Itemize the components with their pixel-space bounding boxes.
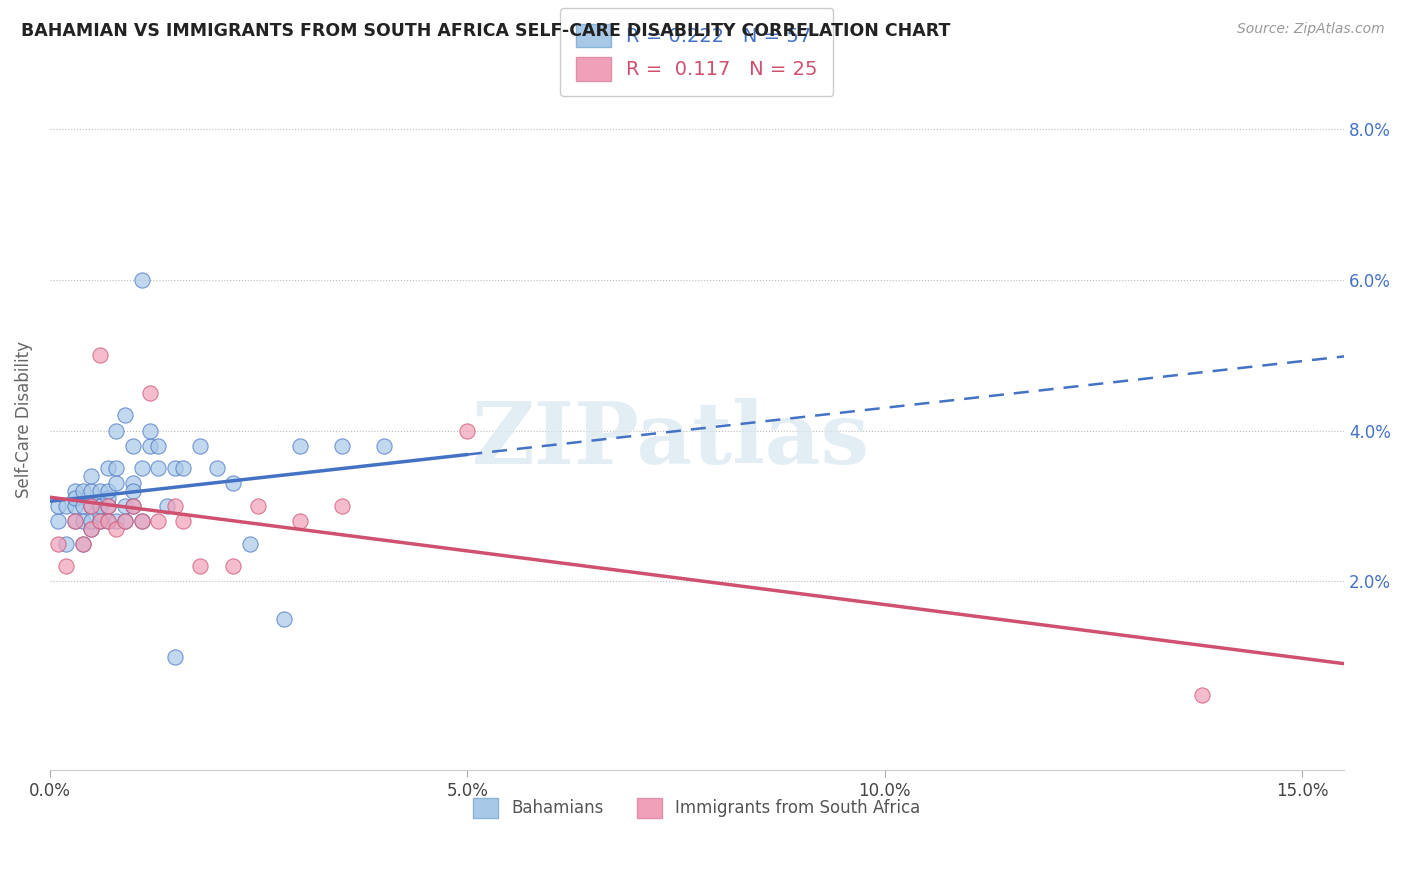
- Point: [63, 499, 86, 513]
- Point: [105, 522, 128, 536]
- Point: [222, 559, 245, 574]
- Point: [114, 514, 136, 528]
- Point: [205, 461, 228, 475]
- Point: [456, 424, 478, 438]
- Point: [139, 424, 162, 438]
- Point: [188, 559, 211, 574]
- Point: [80, 522, 103, 536]
- Point: [273, 612, 295, 626]
- Point: [114, 514, 136, 528]
- Point: [373, 439, 395, 453]
- Point: [131, 273, 153, 287]
- Point: [63, 491, 86, 506]
- Point: [148, 514, 170, 528]
- Point: [222, 476, 245, 491]
- Point: [105, 461, 128, 475]
- Point: [105, 476, 128, 491]
- Legend: Bahamians, Immigrants from South Africa: Bahamians, Immigrants from South Africa: [467, 791, 928, 825]
- Point: [131, 461, 153, 475]
- Point: [105, 514, 128, 528]
- Point: [122, 483, 145, 498]
- Point: [46, 514, 69, 528]
- Text: BAHAMIAN VS IMMIGRANTS FROM SOUTH AFRICA SELF-CARE DISABILITY CORRELATION CHART: BAHAMIAN VS IMMIGRANTS FROM SOUTH AFRICA…: [21, 22, 950, 40]
- Point: [97, 499, 120, 513]
- Point: [97, 461, 120, 475]
- Point: [72, 514, 94, 528]
- Point: [80, 499, 103, 513]
- Point: [1191, 688, 1213, 702]
- Point: [290, 514, 312, 528]
- Point: [63, 514, 86, 528]
- Point: [122, 439, 145, 453]
- Point: [131, 514, 153, 528]
- Point: [89, 514, 111, 528]
- Point: [97, 514, 120, 528]
- Point: [122, 476, 145, 491]
- Point: [72, 537, 94, 551]
- Point: [105, 424, 128, 438]
- Point: [163, 649, 186, 664]
- Point: [139, 439, 162, 453]
- Point: [89, 514, 111, 528]
- Point: [172, 514, 194, 528]
- Point: [55, 499, 77, 513]
- Point: [55, 537, 77, 551]
- Point: [89, 348, 111, 362]
- Point: [131, 514, 153, 528]
- Point: [89, 499, 111, 513]
- Point: [139, 385, 162, 400]
- Point: [89, 499, 111, 513]
- Point: [72, 499, 94, 513]
- Point: [80, 483, 103, 498]
- Point: [97, 499, 120, 513]
- Point: [63, 483, 86, 498]
- Point: [122, 499, 145, 513]
- Point: [330, 499, 353, 513]
- Point: [63, 514, 86, 528]
- Point: [89, 483, 111, 498]
- Point: [97, 491, 120, 506]
- Point: [89, 507, 111, 521]
- Point: [148, 461, 170, 475]
- Point: [114, 499, 136, 513]
- Point: [163, 499, 186, 513]
- Point: [148, 439, 170, 453]
- Point: [80, 468, 103, 483]
- Y-axis label: Self-Care Disability: Self-Care Disability: [15, 341, 32, 498]
- Point: [72, 537, 94, 551]
- Point: [163, 461, 186, 475]
- Point: [55, 559, 77, 574]
- Text: Source: ZipAtlas.com: Source: ZipAtlas.com: [1237, 22, 1385, 37]
- Point: [290, 439, 312, 453]
- Point: [72, 483, 94, 498]
- Point: [172, 461, 194, 475]
- Point: [239, 537, 262, 551]
- Point: [46, 499, 69, 513]
- Point: [155, 499, 177, 513]
- Point: [114, 409, 136, 423]
- Point: [247, 499, 270, 513]
- Point: [80, 499, 103, 513]
- Point: [80, 514, 103, 528]
- Point: [97, 514, 120, 528]
- Point: [330, 439, 353, 453]
- Point: [188, 439, 211, 453]
- Point: [122, 499, 145, 513]
- Point: [46, 537, 69, 551]
- Point: [97, 483, 120, 498]
- Text: ZIPatlas: ZIPatlas: [472, 399, 870, 483]
- Point: [80, 522, 103, 536]
